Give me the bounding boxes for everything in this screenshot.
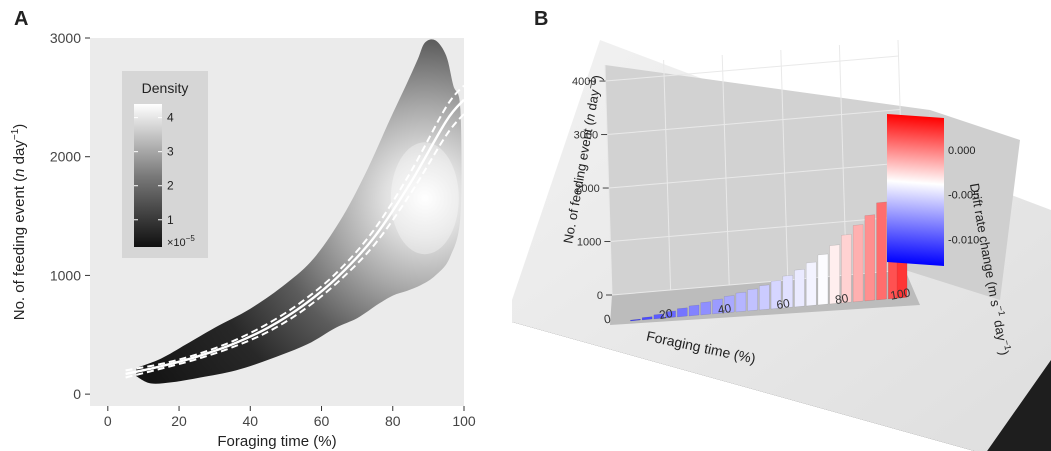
legend-tick-label: 3 (167, 145, 174, 159)
b-x-tick-label: 20 (658, 306, 674, 322)
b-x-tick-label: 60 (775, 296, 791, 312)
density-legend: Density 1 2 3 4 ×10−5 (122, 71, 208, 258)
b-bar (876, 201, 887, 301)
y-tick-label: 0 (73, 386, 81, 402)
legend-title: Density (142, 80, 189, 96)
b-x-tick-label: 80 (834, 291, 850, 307)
b-grid-line (610, 216, 904, 243)
legend-colorbar (134, 104, 162, 247)
y-axis-label: No. of feeding event (n day−1) (10, 124, 28, 321)
drift-legend-tick-label: 0.000 (948, 145, 976, 157)
b-bar (794, 268, 805, 308)
b-bar (653, 313, 665, 320)
b-bar (817, 253, 829, 306)
b-bar (641, 316, 653, 321)
b-bar (841, 234, 852, 304)
ci-upper-line (125, 84, 465, 372)
b-y-tick-label: 1000 (577, 237, 601, 249)
b-bar (712, 298, 723, 315)
y-tick-label: 2000 (50, 149, 81, 165)
b-bar (759, 284, 770, 311)
legend-tick-label: 2 (167, 179, 174, 193)
density-peak (390, 142, 459, 255)
b-grid-line (607, 109, 901, 136)
x-tick-label: 20 (171, 413, 187, 429)
b-grid-line (608, 162, 902, 189)
b-x-tick-label: 0 (603, 312, 612, 327)
drift-legend-tick-label: -0.010 (948, 235, 979, 247)
b-bar (665, 310, 676, 319)
drift-colorbar (887, 114, 944, 267)
fit-line (125, 98, 465, 376)
b-bar (852, 224, 864, 303)
b-bar (630, 318, 641, 322)
x-tick-label: 40 (242, 413, 258, 429)
b-x-tick-label: 100 (889, 285, 911, 302)
b-y-tick-label: 2000 (575, 183, 599, 195)
legend-tick-label: 4 (167, 111, 174, 125)
drift-legend-tick-label: -0.005 (948, 190, 979, 202)
b-bar (864, 214, 876, 302)
b-bar (735, 291, 747, 313)
b-bar (805, 261, 817, 307)
b-y-tick-label: 3000 (574, 130, 598, 142)
panel-a-label: A (14, 8, 29, 30)
b-grid-line (780, 49, 789, 281)
b-grid-line (604, 64, 613, 296)
b-x-tick-label: 40 (717, 301, 733, 317)
b-grid-line (663, 59, 672, 291)
x-tick-label: 60 (314, 413, 330, 429)
b-bar (747, 288, 758, 312)
b-y-tick-label: 0 (597, 290, 603, 302)
y-tick-label: 1000 (50, 267, 81, 283)
b-bar (770, 280, 782, 310)
panel-b-label: B (534, 8, 549, 30)
ci-lower-line (125, 113, 465, 379)
b-bar (782, 274, 794, 309)
b-grid-line (605, 55, 899, 82)
legend-tick-label: 1 (167, 213, 174, 227)
b-y-tick-label: 4000 (572, 76, 596, 88)
y-tick-label: 3000 (50, 30, 81, 46)
density-region (136, 39, 462, 384)
legend-multiplier: ×10−5 (167, 234, 195, 249)
b-bar (688, 304, 700, 317)
b-bar (700, 301, 712, 316)
b-grid-line (721, 54, 730, 286)
b-bar (677, 307, 688, 318)
x-tick-label: 80 (385, 413, 401, 429)
b-bar (723, 295, 735, 314)
x-axis-label: Foraging time (%) (217, 433, 336, 450)
x-tick-label: 0 (104, 413, 112, 429)
x-tick-label: 100 (452, 413, 476, 429)
b-bar (829, 244, 840, 305)
